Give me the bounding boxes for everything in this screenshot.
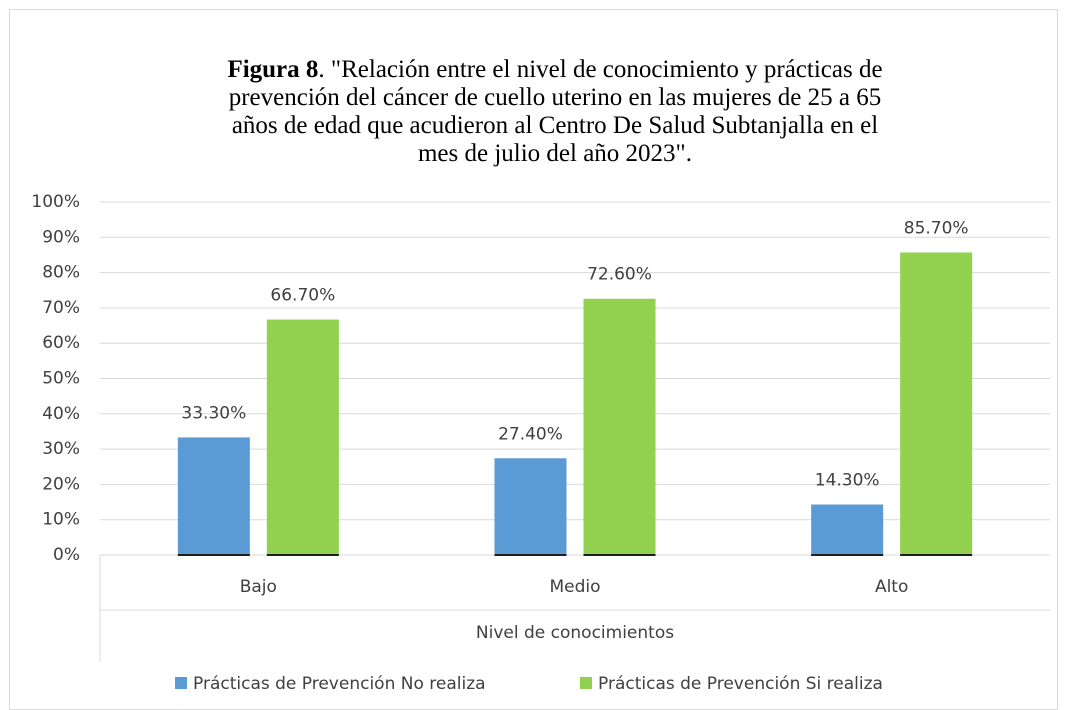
- data-label: 66.70%: [270, 286, 335, 306]
- bar: [583, 298, 656, 555]
- bar: [177, 437, 250, 555]
- y-tick-label: 100%: [31, 192, 80, 212]
- legend-swatch: [580, 677, 592, 689]
- y-tick-label: 60%: [42, 333, 80, 353]
- x-axis-title: Nivel de conocimientos: [476, 623, 674, 643]
- x-tick-label: Medio: [549, 577, 600, 597]
- data-label: 72.60%: [587, 265, 652, 285]
- bar: [266, 319, 339, 555]
- bar: [900, 252, 973, 555]
- x-tick-label: Alto: [875, 577, 908, 597]
- data-label: 85.70%: [904, 218, 969, 238]
- data-label: 14.30%: [815, 471, 880, 491]
- y-tick-label: 10%: [42, 510, 80, 530]
- title-text: . "Relación entre el nivel de conocimien…: [228, 56, 883, 167]
- y-tick-label: 80%: [42, 263, 80, 283]
- x-tick-label: Bajo: [240, 577, 277, 597]
- y-tick-label: 20%: [42, 474, 80, 494]
- legend-label: Prácticas de Prevención No realiza: [193, 674, 486, 694]
- data-label: 27.40%: [498, 424, 563, 444]
- y-tick-label: 0%: [53, 545, 80, 565]
- title-prefix: Figura 8: [227, 56, 319, 83]
- legend-label: Prácticas de Prevención Si realiza: [598, 674, 883, 694]
- y-tick-label: 40%: [42, 404, 80, 424]
- y-tick-label: 30%: [42, 439, 80, 459]
- y-tick-label: 50%: [42, 369, 80, 389]
- legend-swatch: [175, 677, 187, 689]
- bar: [494, 458, 567, 555]
- bar: [811, 504, 884, 555]
- chart-title: Figura 8. "Relación entre el nivel de co…: [225, 56, 885, 168]
- y-tick-label: 90%: [42, 227, 80, 247]
- data-label: 33.30%: [181, 403, 246, 423]
- y-tick-label: 70%: [42, 298, 80, 318]
